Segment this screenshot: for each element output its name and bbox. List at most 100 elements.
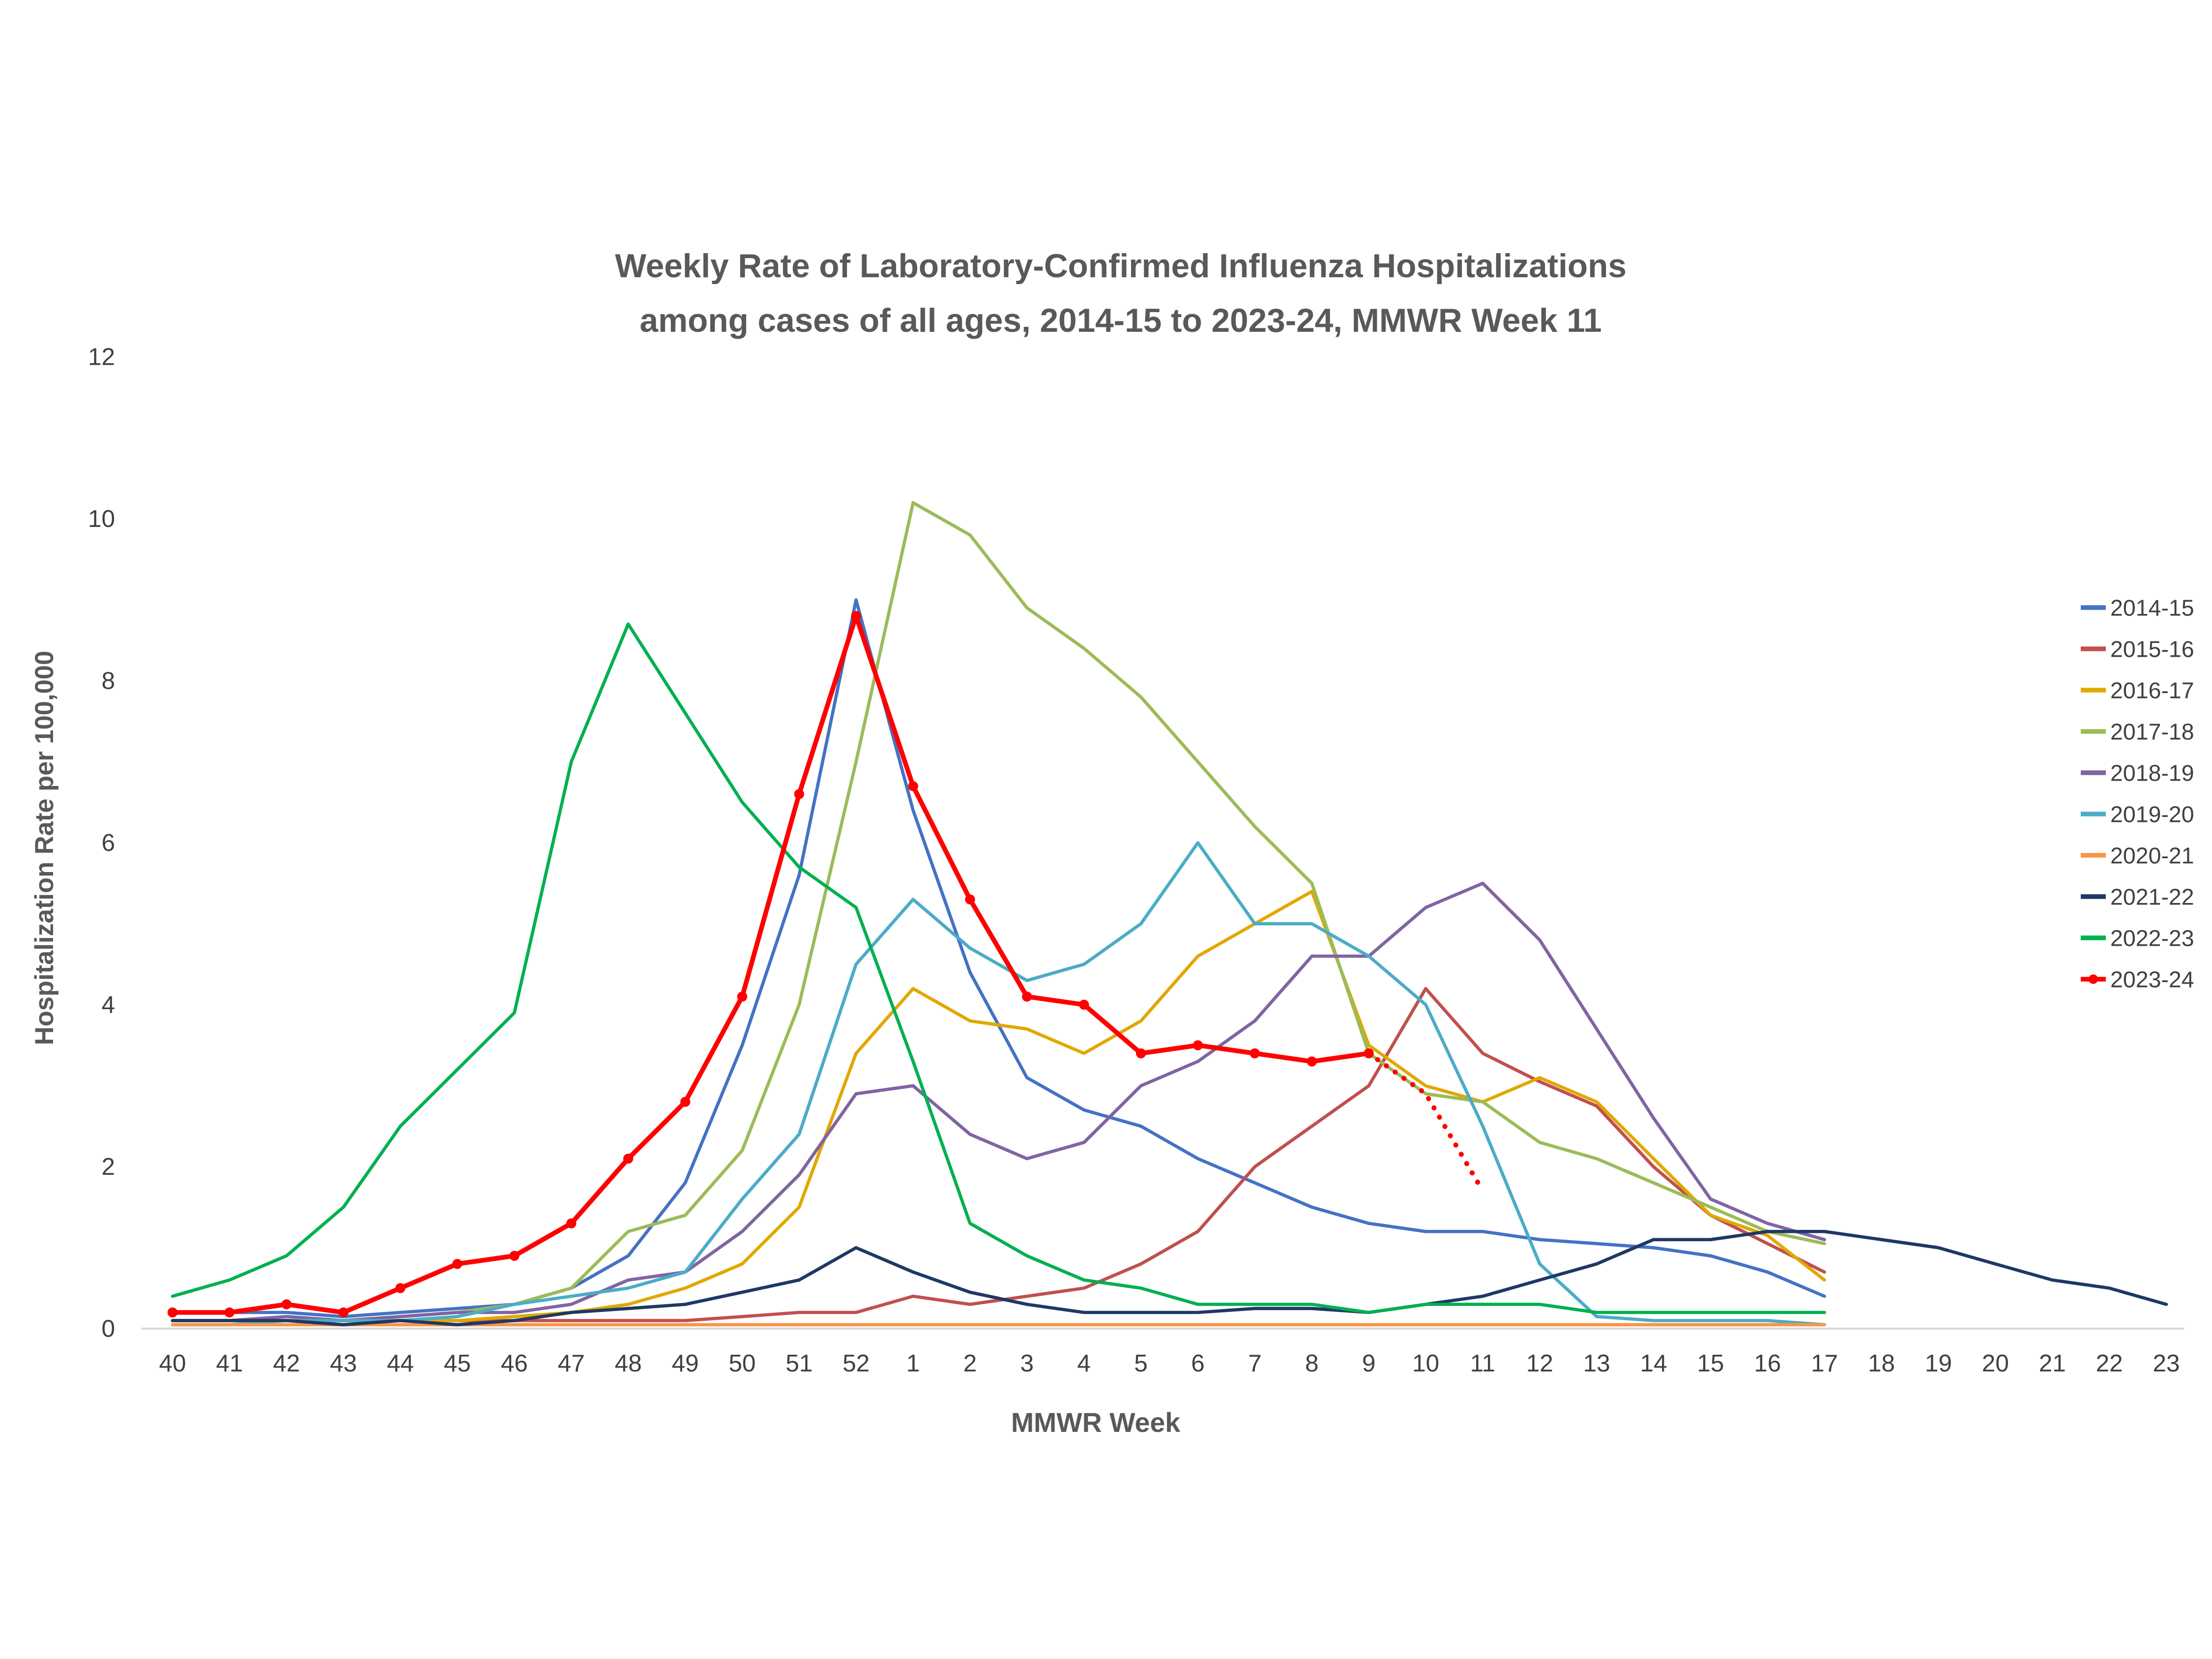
x-tick-label: 21 — [2039, 1350, 2066, 1377]
legend-item-2017-18: 2017-18 — [2081, 719, 2194, 745]
x-tick-label: 16 — [1754, 1350, 1781, 1377]
series-2022-23 — [171, 622, 1826, 1314]
series-line-2023-24 — [170, 613, 1371, 1315]
x-tick-label: 4 — [1077, 1350, 1091, 1377]
x-tick-label: 42 — [273, 1350, 300, 1377]
series-line-2018-19 — [171, 881, 1826, 1322]
series-2014-15 — [171, 598, 1826, 1318]
x-tick-label: 2 — [963, 1350, 977, 1377]
data-point-marker — [794, 789, 804, 799]
x-axis-title: MMWR Week — [1011, 1407, 1180, 1438]
x-tick-label: 23 — [2153, 1350, 2180, 1377]
x-tick-label: 10 — [1412, 1350, 1439, 1377]
y-tick-label: 2 — [101, 1153, 115, 1180]
legend-label: 2022-23 — [2110, 926, 2194, 951]
x-tick-label: 20 — [1982, 1350, 2009, 1377]
y-tick-label: 10 — [88, 505, 115, 532]
legend-label: 2020-21 — [2110, 843, 2194, 869]
legend-item-2014-15: 2014-15 — [2081, 595, 2194, 621]
x-tick-label: 11 — [1470, 1350, 1495, 1377]
legend-label: 2023-24 — [2110, 967, 2194, 992]
chart-title-line-1: Weekly Rate of Laboratory-Confirmed Infl… — [615, 248, 1627, 285]
legend-item-2023-24: 2023-24 — [2081, 967, 2194, 992]
x-tick-label: 3 — [1020, 1350, 1034, 1377]
series-2023-24 — [167, 611, 1485, 1318]
x-tick-label: 7 — [1248, 1350, 1262, 1377]
x-tick-label: 52 — [843, 1350, 870, 1377]
data-point-marker — [1022, 991, 1032, 1002]
legend-label: 2019-20 — [2110, 802, 2194, 827]
series-2019-20 — [171, 841, 1826, 1327]
x-tick-label: 13 — [1583, 1350, 1610, 1377]
x-tick-label: 50 — [728, 1350, 756, 1377]
series-2016-17 — [171, 890, 1826, 1327]
legend-label: 2016-17 — [2110, 678, 2194, 703]
x-tick-label: 43 — [330, 1350, 357, 1377]
series-2017-18 — [171, 501, 1826, 1322]
data-point-marker — [338, 1307, 349, 1318]
x-tick-label: 12 — [1526, 1350, 1553, 1377]
x-tick-label: 14 — [1640, 1350, 1667, 1377]
x-tick-label: 22 — [2096, 1350, 2123, 1377]
legend-label: 2021-22 — [2110, 884, 2194, 910]
x-tick-label: 15 — [1697, 1350, 1724, 1377]
legend-label: 2018-19 — [2110, 760, 2194, 786]
data-point-marker — [1079, 999, 1089, 1010]
x-tick-label: 18 — [1868, 1350, 1895, 1377]
data-point-marker — [566, 1218, 577, 1228]
series-2018-19 — [171, 881, 1826, 1322]
data-point-marker — [908, 781, 918, 791]
x-tick-label: 51 — [786, 1350, 813, 1377]
data-point-marker — [509, 1251, 520, 1261]
y-tick-label: 0 — [101, 1315, 115, 1342]
legend: 2014-15 2015-16 2016-17 2017-18 2018-19 2019-… — [2081, 595, 2194, 992]
legend-label: 2015-16 — [2110, 637, 2194, 662]
data-point-marker — [395, 1283, 406, 1293]
x-tick-label: 45 — [444, 1350, 471, 1377]
data-point-marker — [851, 611, 861, 621]
data-point-marker — [965, 894, 975, 904]
series-line-2016-17 — [171, 890, 1826, 1327]
x-tick-label: 47 — [558, 1350, 585, 1377]
data-point-marker — [1307, 1056, 1317, 1067]
legend-item-2016-17: 2016-17 — [2081, 678, 2194, 703]
data-point-marker — [1135, 1048, 1146, 1059]
legend-item-2022-23: 2022-23 — [2081, 926, 2194, 951]
data-point-marker — [680, 1097, 691, 1107]
y-tick-label: 12 — [88, 344, 115, 371]
data-point-marker — [1193, 1040, 1203, 1050]
legend-marker — [2088, 974, 2098, 984]
legend-label: 2017-18 — [2110, 719, 2194, 745]
series-line-2014-15 — [171, 598, 1826, 1318]
chart-title-line-2: among cases of all ages, 2014-15 to 2023… — [640, 302, 1601, 339]
x-tick-label: 17 — [1811, 1350, 1838, 1377]
data-point-marker — [623, 1153, 634, 1164]
legend-label: 2014-15 — [2110, 595, 2194, 621]
x-tick-label: 19 — [1925, 1350, 1952, 1377]
y-axis-title: Hospitalization Rate per 100,000 — [30, 651, 59, 1045]
series-line-2019-20 — [171, 841, 1826, 1327]
series-projection-2023-24 — [1366, 1050, 1485, 1193]
x-tick-label: 46 — [501, 1350, 528, 1377]
x-tick-label: 8 — [1305, 1350, 1319, 1377]
x-tick-label: 41 — [216, 1350, 243, 1377]
x-tick-label: 6 — [1191, 1350, 1205, 1377]
x-tick-label: 44 — [387, 1350, 414, 1377]
x-tick-label: 1 — [906, 1350, 920, 1377]
series-2021-22 — [171, 1229, 2168, 1327]
y-tick-label: 4 — [101, 991, 115, 1019]
data-point-marker — [452, 1259, 463, 1269]
data-point-marker — [167, 1307, 178, 1318]
legend-item-2019-20: 2019-20 — [2081, 802, 2194, 827]
x-tick-label: 49 — [671, 1350, 699, 1377]
data-point-marker — [1250, 1048, 1260, 1059]
legend-item-2021-22: 2021-22 — [2081, 884, 2194, 910]
legend-item-2020-21: 2020-21 — [2081, 843, 2194, 869]
y-tick-label: 8 — [101, 668, 115, 695]
legend-item-2018-19: 2018-19 — [2081, 760, 2194, 786]
series-line-2022-23 — [171, 622, 1826, 1314]
y-tick-label: 6 — [101, 829, 115, 856]
